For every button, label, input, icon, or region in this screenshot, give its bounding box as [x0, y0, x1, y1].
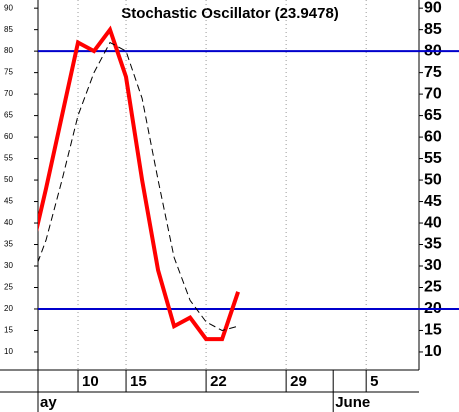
- y-tick-label: 50: [4, 175, 13, 184]
- x-tick-label: 22: [210, 373, 227, 390]
- y-tick-label: 55: [424, 150, 442, 167]
- y-tick-label: 65: [424, 107, 442, 124]
- y-tick-label: 60: [4, 132, 13, 141]
- y-tick-label: 10: [4, 347, 13, 356]
- y-tick-label: 60: [424, 128, 442, 145]
- y-tick-label: 85: [424, 21, 442, 38]
- y-tick-label: 45: [4, 197, 13, 206]
- x-tick-label: 5: [370, 373, 378, 390]
- month-label: ay: [40, 394, 57, 411]
- y-tick-label: 90: [4, 3, 13, 12]
- y-tick-label: 75: [424, 64, 442, 81]
- month-label: June: [335, 394, 370, 411]
- y-tick-label: 30: [4, 261, 13, 270]
- y-tick-label: 10: [424, 343, 442, 360]
- y-tick-label: 55: [4, 154, 13, 163]
- x-tick-label: 10: [82, 373, 99, 390]
- x-tick-label: 29: [290, 373, 307, 390]
- y-tick-label: 40: [4, 218, 13, 227]
- y-tick-label: 45: [424, 193, 442, 210]
- y-tick-label: 65: [4, 111, 13, 120]
- chart-title: Stochastic Oscillator (23.9478): [121, 5, 339, 22]
- y-tick-label: 25: [4, 283, 13, 292]
- y-tick-label: 35: [4, 240, 13, 249]
- y-tick-label: 15: [4, 326, 13, 335]
- y-tick-label: 75: [4, 68, 13, 77]
- y-tick-label: 35: [424, 236, 442, 253]
- y-tick-label: 80: [4, 46, 13, 55]
- y-tick-label: 30: [424, 257, 442, 274]
- y-tick-label: 70: [424, 85, 442, 102]
- series-line: [38, 41, 239, 332]
- x-tick-label: 15: [130, 373, 147, 390]
- plot-area: [38, 25, 240, 342]
- y-tick-label: 15: [424, 322, 442, 339]
- y-tick-label: 40: [424, 214, 442, 231]
- y-tick-label: 85: [4, 25, 13, 34]
- y-tick-label: 90: [424, 0, 442, 16]
- y-tick-label: 70: [4, 89, 13, 98]
- series-line: [38, 25, 240, 342]
- y-tick-label: 20: [4, 304, 13, 313]
- y-tick-label: 25: [424, 279, 442, 296]
- y-tick-label: 50: [424, 171, 442, 188]
